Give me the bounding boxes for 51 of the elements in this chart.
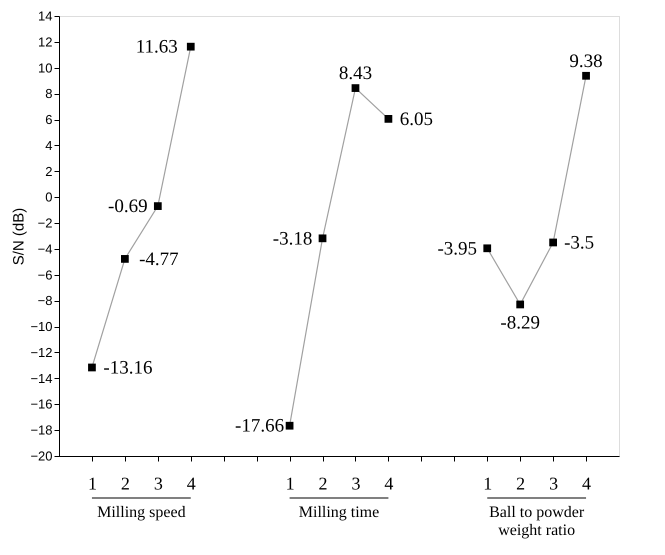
- data-label: -3.95: [437, 238, 478, 260]
- text: Milling speed: [97, 504, 186, 521]
- data-label: -3.5: [564, 232, 594, 254]
- x-tick-label: 1: [88, 474, 97, 494]
- x-tick-label: 4: [582, 474, 592, 494]
- x-tick-label: 4: [186, 474, 196, 494]
- point: [121, 255, 129, 263]
- data-label: -4.77: [139, 248, 179, 270]
- data-label: -13.16: [103, 357, 152, 378]
- y-tick-label: 12: [38, 34, 52, 50]
- y-tick-label: 2: [45, 164, 52, 179]
- data-label: -3.18: [272, 228, 312, 250]
- y-tick-label: −18: [30, 422, 52, 438]
- y-tick-label: −12: [30, 344, 52, 360]
- x-tick-label: 3: [549, 474, 558, 494]
- x-tick-label: 2: [318, 474, 328, 494]
- y-tick-label: −16: [30, 396, 52, 412]
- x-tick-label: 3: [154, 474, 163, 494]
- data-label: -0.69: [108, 196, 148, 218]
- text: Milling time: [298, 504, 380, 521]
- data-label: 11.63: [136, 36, 178, 58]
- data-label: 6.05: [400, 108, 434, 130]
- x-tick-label: 1: [286, 474, 295, 494]
- x-tick-label: 1: [483, 474, 492, 494]
- point: [154, 202, 162, 210]
- y-tick-label: 0: [45, 190, 52, 205]
- point: [186, 42, 195, 51]
- y-tick-label: −8: [38, 293, 52, 308]
- y-tick-label: −20: [30, 448, 52, 464]
- y-tick-label: 14: [38, 8, 52, 24]
- data-label: -8.29: [500, 312, 540, 334]
- y-tick-label: −6: [38, 267, 52, 282]
- data-label: -17.66: [235, 416, 284, 437]
- x-tick-label: 2: [516, 474, 526, 494]
- data-label: 9.38: [569, 50, 603, 72]
- y-axis-title: S/N (dB): [10, 208, 28, 266]
- x-tick-label: 2: [120, 474, 130, 494]
- y-tick-label: 4: [45, 138, 52, 153]
- y-tick-label: 10: [38, 60, 52, 76]
- x-tick-label: 3: [351, 474, 360, 494]
- text: Ball to powder weight ratio: [489, 504, 585, 539]
- y-tick-label: 8: [45, 86, 52, 102]
- point: [88, 364, 96, 372]
- data-label: 8.43: [338, 63, 372, 84]
- y-tick-label: −4: [38, 241, 52, 256]
- point: [286, 422, 294, 430]
- y-tick-label: −14: [30, 370, 52, 386]
- x-tick-label: 4: [384, 474, 394, 494]
- y-tick-label: −2: [38, 216, 52, 231]
- y-tick-label: −10: [30, 319, 52, 334]
- y-tick-label: 6: [45, 112, 52, 128]
